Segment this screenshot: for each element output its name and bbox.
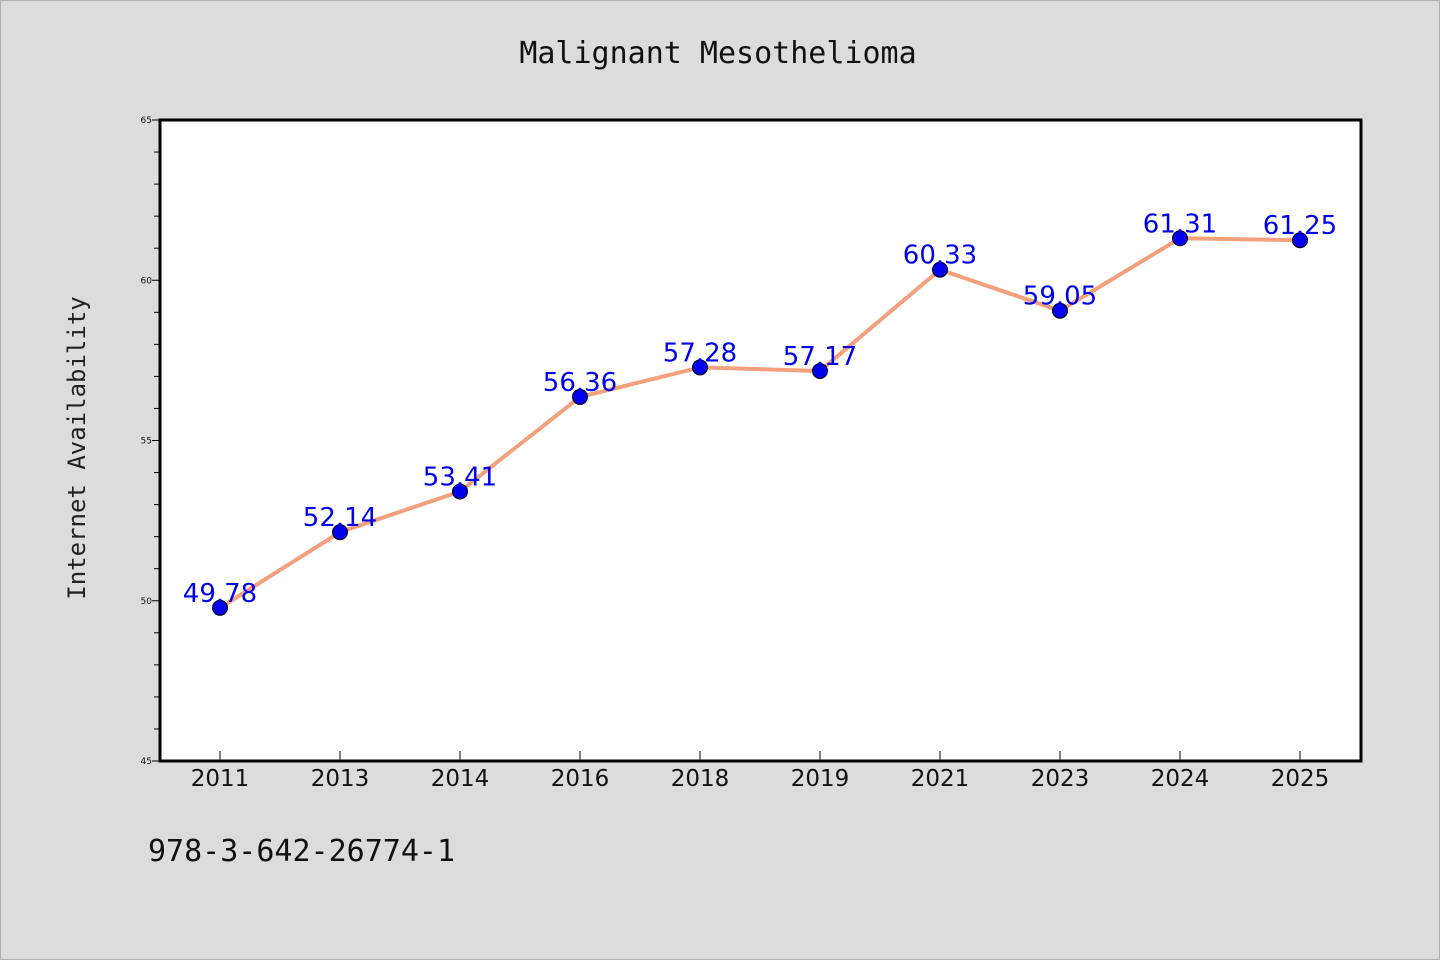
x-tick-label: 2024: [1151, 766, 1210, 792]
data-point: [1052, 302, 1068, 319]
data-label: 60.33: [903, 241, 977, 271]
data-label: 61.31: [1143, 209, 1217, 239]
data-points: [212, 230, 1308, 616]
x-tick-label: 2014: [431, 766, 490, 792]
y-tick-label: 65: [141, 116, 152, 126]
y-tick-label: 55: [141, 437, 152, 447]
x-tick-label: 2013: [311, 766, 370, 792]
data-point: [452, 483, 468, 500]
data-label: 57.17: [783, 342, 857, 372]
data-label: 52.14: [303, 503, 377, 533]
x-tick-label: 2011: [191, 766, 250, 792]
data-labels: 49.78 52.14 53.41 56.36 57.28 57.17 60.33 59.05…: [183, 209, 1337, 609]
footer-code: 978-3-642-26774-1: [148, 834, 456, 869]
data-label: 53.41: [423, 462, 497, 492]
x-tick-label: 2023: [1031, 766, 1090, 792]
data-point: [1172, 230, 1188, 247]
x-tick-label: 2021: [911, 766, 970, 792]
series-line: [218, 236, 1301, 610]
chart-title: Malignant Mesothelioma: [519, 36, 916, 71]
data-point: [812, 362, 828, 379]
x-tick-label: 2019: [791, 766, 850, 792]
data-label: 59.05: [1023, 282, 1097, 312]
data-label: 49.78: [183, 579, 257, 609]
x-tick-label: 2018: [671, 766, 730, 792]
data-point: [932, 261, 948, 278]
data-point: [1292, 232, 1308, 249]
data-label: 61.25: [1263, 211, 1337, 241]
data-point: [692, 359, 708, 376]
x-tick-label: 2025: [1271, 766, 1330, 792]
data-label: 56.36: [543, 368, 617, 398]
data-point: [572, 388, 588, 405]
y-tick-label: 60: [141, 276, 153, 286]
plot-area: [158, 118, 1363, 763]
series-line-group: [218, 236, 1301, 610]
y-tick-label: 50: [141, 597, 153, 607]
x-tick-label: 2016: [551, 766, 610, 792]
y-axis-ticks: 45 50 55 60 65: [141, 116, 160, 767]
x-axis-ticks: 2011 2013 2014 2016 2018 2019 2021 2023 2024 2025: [191, 751, 1330, 792]
data-label: 57.28: [663, 338, 737, 368]
data-point: [212, 599, 228, 616]
y-axis-label: Internet Availability: [63, 296, 91, 599]
y-tick-label: 45: [141, 757, 152, 767]
data-point: [332, 524, 348, 541]
